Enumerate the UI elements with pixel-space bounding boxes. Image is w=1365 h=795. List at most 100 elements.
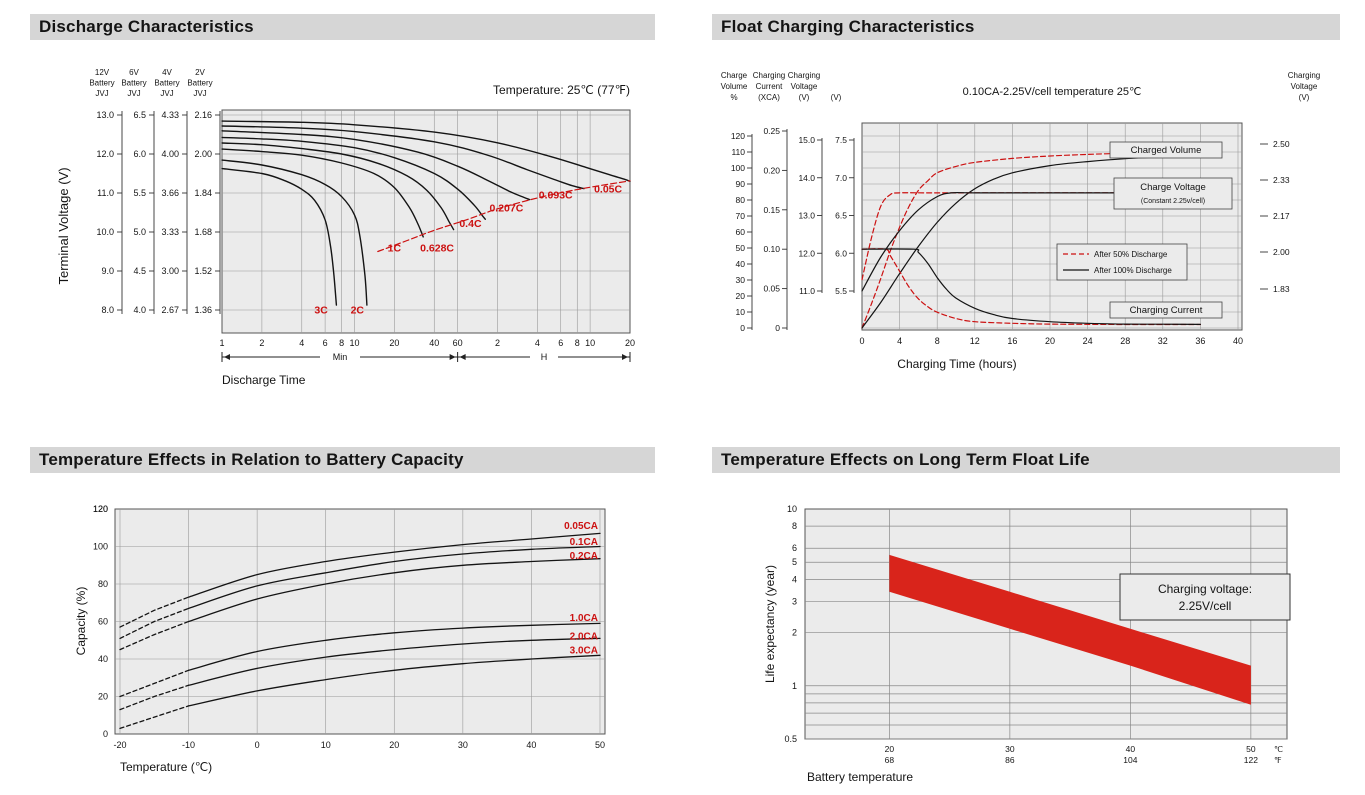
y-axis-header: Battery <box>89 79 114 88</box>
x-tick-label: 10 <box>321 740 331 750</box>
charge-voltage-sublabel: (Constant 2.25v/cell) <box>1141 198 1205 205</box>
y-tick-label: 2.00 <box>194 149 212 159</box>
y-axis-header: 4V <box>162 68 172 77</box>
y-axis-title: Life expectancy (year) <box>763 565 777 683</box>
float-charging-chart: 0 4 8 12 16 20 24 28 32 36 40 Charge Volume% 120 110 10… <box>721 71 1321 371</box>
axis-header: Charge <box>721 71 748 80</box>
x-tick-label: 40 <box>526 740 536 750</box>
x-tick-fahrenheit: 68 <box>885 755 895 765</box>
y-tick-label: 4.5 <box>133 266 146 276</box>
axis-tick-label: 50 <box>736 243 746 253</box>
life-expectancy-band <box>889 554 1251 705</box>
x-axis-title: Battery temperature <box>807 770 913 784</box>
y-axis-title: Capacity (%) <box>74 587 88 656</box>
x-tick-celsius: 40 <box>1126 744 1136 754</box>
axis-tick-label: 120 <box>731 131 745 141</box>
charged-volume-label: Charged Volume <box>1131 145 1202 156</box>
axis-tick-label: 90 <box>736 179 746 189</box>
y-tick-label: 6.0 <box>133 149 146 159</box>
curve-charged-volume-after-50 <box>861 151 1201 329</box>
y-tick-label: 0 <box>103 729 108 739</box>
x-tick-label: 20 <box>625 338 635 348</box>
x-tick-label: 6 <box>323 338 328 348</box>
right-axis-tick-label: 2.17 <box>1273 211 1290 221</box>
x-tick-label: 4 <box>535 338 540 348</box>
arrowhead-right <box>449 354 456 360</box>
arrowhead-left <box>224 354 230 360</box>
temperature-capacity-panel: Temperature Effects in Relation to Batte… <box>30 447 655 791</box>
curve-charge-voltage-after-100 <box>861 191 1201 292</box>
axis-tick-label: 0 <box>775 323 780 333</box>
curve-charging-current-after-100 <box>861 248 1201 325</box>
y-tick-label: 10 <box>787 504 797 514</box>
axis-tick-label: 0.15 <box>763 205 780 215</box>
axis-tick-label: 20 <box>736 291 746 301</box>
annotation-box <box>1119 573 1291 621</box>
float-life-panel: Temperature Effects on Long Term Float L… <box>712 447 1340 791</box>
y-tick-label: 2.16 <box>194 110 212 120</box>
y-tick-label: 8 <box>792 521 797 531</box>
x-tick-celsius: 30 <box>1005 744 1015 754</box>
axis-tick-label: 70 <box>736 211 746 221</box>
x-tick-label: 10 <box>585 338 595 348</box>
axis-tick-label: 40 <box>736 259 746 269</box>
y-axis-header: JVJ <box>193 89 206 98</box>
y-axis-header: 2V <box>195 68 205 77</box>
rate-label-1.0CA: 1.0CA <box>570 613 598 624</box>
y-tick-label: 6.5 <box>133 110 146 120</box>
discharge-curve-0.628C <box>221 142 455 231</box>
axis-tick-label: 10 <box>736 307 746 317</box>
x-tick-label: 32 <box>1158 336 1168 346</box>
y-tick-label: 60 <box>98 617 108 627</box>
rate-label-3C: 3C <box>314 305 328 317</box>
x-tick-label: 10 <box>349 338 359 348</box>
discharge-curve-3C <box>221 167 338 306</box>
x-tick-label: 12 <box>970 336 980 346</box>
chart-annotation: 0.10CA-2.25V/cell temperature 25℃ <box>963 86 1142 98</box>
panel-title-discharge: Discharge Characteristics <box>30 14 655 40</box>
y-tick-label: 11.0 <box>97 188 114 198</box>
axis-header: Charging <box>753 71 785 80</box>
x-tick-label: 4 <box>299 338 304 348</box>
y-tick-label: 1 <box>792 681 797 691</box>
y-tick-label: 1.84 <box>194 188 212 198</box>
axis-tick-label: 11.0 <box>799 286 815 296</box>
axis-tick-label: 60 <box>736 227 746 237</box>
x-tick-fahrenheit: 104 <box>1123 755 1137 765</box>
x-tick-label: 0 <box>859 336 864 346</box>
annotation-line-2: 2.25V/cell <box>1179 599 1232 613</box>
axis-tick-label: 6.5 <box>835 211 847 221</box>
y-tick-label: 3.66 <box>161 188 179 198</box>
y-tick-label: 10.0 <box>96 227 114 237</box>
rate-label-0.05C: 0.05C <box>594 184 622 196</box>
y-tick-label: 1.36 <box>194 305 212 315</box>
x-tick-label: 24 <box>1083 336 1093 346</box>
rate-label-0.207C: 0.207C <box>489 202 523 214</box>
x-unit-min: Min <box>333 352 348 362</box>
discharge-curve-0.093C <box>221 125 585 190</box>
charging-current-label: Charging Current <box>1130 305 1203 316</box>
y-tick-label: 80 <box>98 579 108 589</box>
axis-tick-label: 7.0 <box>835 173 847 183</box>
legend-box <box>1056 243 1188 281</box>
y-tick-label: 5 <box>792 557 797 567</box>
discharge-characteristics-chart: 1 2 4 6 8 10 20 40 60 2 4 6 8 10 2012VBatteryJVJ13.012… <box>56 68 635 387</box>
arrowhead-left <box>459 354 466 360</box>
rate-label-0.1CA: 0.1CA <box>570 537 598 548</box>
discharge-curve-1C <box>221 148 424 238</box>
x-tick-label: 8 <box>339 338 344 348</box>
annotation-line-1: Charging voltage: <box>1158 582 1252 596</box>
y-tick-label: 3.00 <box>161 266 179 276</box>
y-axis-header: JVJ <box>127 89 140 98</box>
rate-label-0.4C: 0.4C <box>459 218 482 230</box>
axis-tick-label: 110 <box>731 147 745 157</box>
rate-label-1C: 1C <box>388 243 402 255</box>
y-tick-label: 100 <box>93 542 108 552</box>
x-unit-hour: H <box>541 352 548 362</box>
right-axis-tick-label: 2.33 <box>1273 175 1290 185</box>
rate-label-0.628C: 0.628C <box>420 243 454 255</box>
discharge-curve-0.207C <box>221 130 531 201</box>
y-tick-label: 0.5 <box>784 734 797 744</box>
capacity-curve-0.1CA <box>187 545 601 610</box>
y-tick-label: 2.67 <box>161 305 179 315</box>
